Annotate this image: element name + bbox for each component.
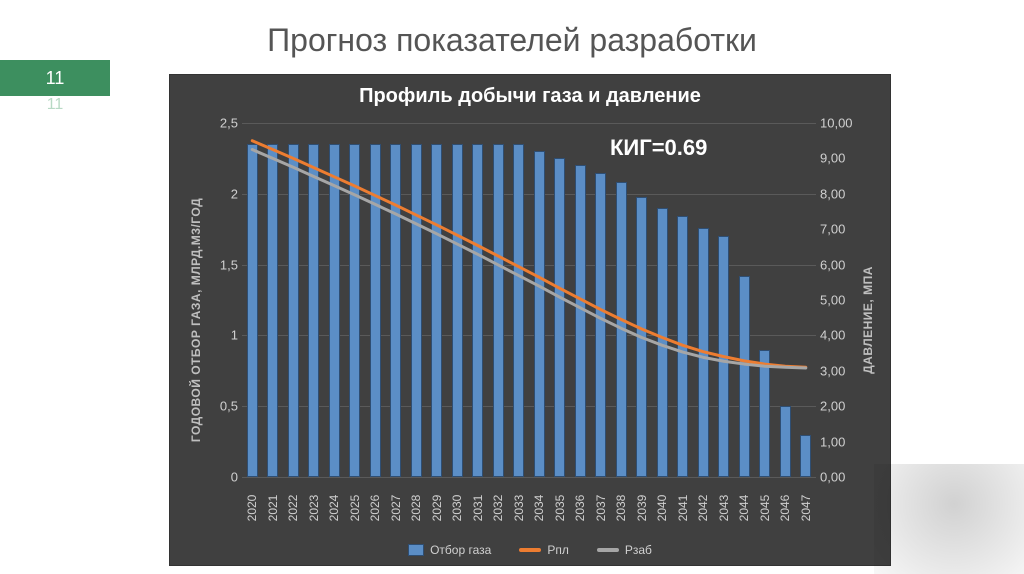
bar — [657, 208, 668, 477]
bar — [493, 144, 504, 477]
x-tick: 2037 — [594, 478, 608, 538]
bar — [452, 144, 463, 477]
chart-title: Профиль добычи газа и давление — [170, 75, 890, 114]
x-tick: 2033 — [512, 478, 526, 538]
plot-area: 00,511,522,50,001,002,003,004,005,006,00… — [242, 123, 816, 477]
y-left-tick: 0,5 — [202, 399, 238, 414]
y-left-tick: 0 — [202, 470, 238, 485]
y-left-tick: 1 — [202, 328, 238, 343]
x-tick: 2028 — [409, 478, 423, 538]
chart-container: Профиль добычи газа и давление ГОДОВОЙ О… — [170, 75, 890, 565]
x-tick: 2035 — [553, 478, 567, 538]
bar — [288, 144, 299, 477]
y-left-tick: 2,5 — [202, 116, 238, 131]
bar — [718, 236, 729, 477]
x-tick: 2046 — [778, 478, 792, 538]
x-tick: 2022 — [286, 478, 300, 538]
y-axis-left-label: ГОДОВОЙ ОТБОР ГАЗА, МЛРД.М3/ГОД — [189, 198, 203, 442]
x-tick: 2031 — [471, 478, 485, 538]
bar — [698, 228, 709, 477]
bar — [800, 435, 811, 477]
y-right-tick: 6,00 — [820, 257, 862, 272]
bar — [329, 144, 340, 477]
x-tick: 2023 — [307, 478, 321, 538]
bar — [431, 144, 442, 477]
y-right-tick: 7,00 — [820, 222, 862, 237]
bar — [595, 173, 606, 477]
x-tick: 2041 — [676, 478, 690, 538]
bar — [575, 165, 586, 477]
bar — [677, 216, 688, 477]
page-number: 11 — [46, 68, 65, 89]
y-left-tick: 2 — [202, 186, 238, 201]
x-tick: 2029 — [430, 478, 444, 538]
y-right-tick: 2,00 — [820, 399, 862, 414]
bar — [513, 144, 524, 477]
bar — [554, 158, 565, 477]
bar — [390, 144, 401, 477]
y-right-tick: 0,00 — [820, 470, 862, 485]
slide: Прогноз показателей разработки 11 11 Про… — [0, 0, 1024, 574]
x-tick: 2034 — [532, 478, 546, 538]
bar — [308, 144, 319, 477]
page-number-shadow: 11 — [0, 96, 110, 120]
legend: Отбор газа Рпл Рзаб — [170, 543, 890, 557]
x-tick: 2032 — [491, 478, 505, 538]
grid-line — [242, 123, 816, 124]
legend-item-bars: Отбор газа — [408, 543, 491, 557]
y-right-tick: 1,00 — [820, 434, 862, 449]
legend-item-line-0: Рпл — [519, 543, 569, 557]
legend-label-line-0: Рпл — [547, 543, 569, 557]
x-tick: 2044 — [737, 478, 751, 538]
decorative-corner-shadow — [874, 464, 1024, 574]
bar — [267, 144, 278, 477]
x-tick: 2039 — [635, 478, 649, 538]
x-tick: 2030 — [450, 478, 464, 538]
page-title: Прогноз показателей разработки — [0, 22, 1024, 59]
x-tick: 2027 — [389, 478, 403, 538]
bar — [780, 406, 791, 477]
x-tick: 2038 — [614, 478, 628, 538]
page-number-badge: 11 — [0, 60, 110, 96]
y-right-tick: 5,00 — [820, 293, 862, 308]
legend-label-bars: Отбор газа — [430, 543, 491, 557]
bar — [739, 276, 750, 477]
x-tick: 2021 — [266, 478, 280, 538]
legend-swatch-line-0 — [519, 548, 541, 552]
legend-label-line-1: Рзаб — [625, 543, 652, 557]
bar — [636, 197, 647, 477]
y-right-tick: 4,00 — [820, 328, 862, 343]
x-tick: 2020 — [245, 478, 259, 538]
x-tick: 2043 — [717, 478, 731, 538]
bar — [472, 144, 483, 477]
bar — [349, 144, 360, 477]
y-right-tick: 9,00 — [820, 151, 862, 166]
legend-item-line-1: Рзаб — [597, 543, 652, 557]
y-right-tick: 8,00 — [820, 186, 862, 201]
legend-swatch-bars — [408, 544, 424, 556]
x-tick: 2025 — [348, 478, 362, 538]
y-right-tick: 10,00 — [820, 116, 862, 131]
legend-swatch-line-1 — [597, 548, 619, 552]
bar — [534, 151, 545, 477]
kig-annotation: КИГ=0.69 — [610, 135, 707, 161]
x-tick: 2042 — [696, 478, 710, 538]
x-tick: 2040 — [655, 478, 669, 538]
x-tick: 2036 — [573, 478, 587, 538]
x-tick: 2024 — [327, 478, 341, 538]
x-tick: 2026 — [368, 478, 382, 538]
y-right-tick: 3,00 — [820, 363, 862, 378]
bar — [616, 182, 627, 477]
bar — [759, 350, 770, 477]
bar — [370, 144, 381, 477]
y-axis-right-label: ДАВЛЕНИЕ, МПА — [861, 266, 875, 374]
y-left-tick: 1,5 — [202, 257, 238, 272]
x-tick: 2045 — [758, 478, 772, 538]
bar — [247, 144, 258, 477]
x-tick: 2047 — [799, 478, 813, 538]
bar — [411, 144, 422, 477]
